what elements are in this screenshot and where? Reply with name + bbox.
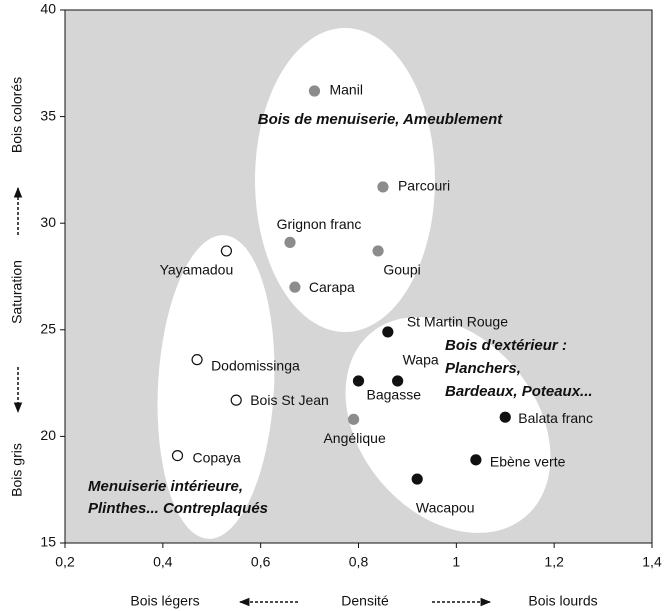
point-label: Bois St Jean [250,392,329,408]
x-axis-left: Bois légers [130,593,199,609]
y-tick-label: 25 [40,321,56,337]
annotation: Planchers, [445,360,521,377]
point [352,375,365,387]
annotation: Bois de menuiserie, Ameublement [258,111,504,128]
x-tick-label: 0,4 [153,554,173,570]
point-label: Copaya [193,449,241,465]
point [220,245,233,257]
annotation: Plinthes... Contreplaqués [88,500,268,517]
point-label: Grignon franc [277,216,362,232]
point-label: Parcouri [398,178,450,194]
point [470,454,482,466]
point [171,449,184,462]
annotation: Menuiserie intérieure, [88,478,243,495]
y-axis-top: Bois colorés [9,77,25,153]
y-axis-label: Saturation [9,260,25,324]
group-ellipse [345,317,551,533]
point-label: Angélique [323,430,385,446]
point [191,354,203,366]
y-axis-bottom: Bois gris [9,443,25,497]
point [308,85,321,97]
y-tick-label: 30 [40,214,56,230]
y-tick-label: 40 [40,1,56,17]
point-label: Carapa [309,279,355,295]
point [411,473,423,485]
group-ellipse [255,28,435,332]
point-label: Bagasse [367,387,422,403]
annotation: Bois d'extérieur : [445,337,567,354]
x-tick-label: 0,8 [349,554,369,570]
x-tick-label: 0,2 [55,554,75,570]
x-tick-label: 1,2 [544,554,564,570]
point [372,245,384,257]
point-label: Ebène verte [490,454,566,470]
annotation: Bardeaux, Poteaux... [445,383,593,400]
point [499,411,511,423]
x-tick-label: 1,4 [642,554,662,570]
point-label: Wacapou [416,500,475,516]
x-tick-label: 0,6 [251,554,271,570]
point-label: Balata franc [518,410,593,426]
point [392,375,404,387]
point-label: Yayamadou [160,262,234,278]
point [230,394,242,406]
point-label: Dodomissinga [211,357,300,373]
point-label: St Martin Rouge [407,314,508,330]
point [289,281,301,293]
point-label: Wapa [403,352,439,368]
y-tick-label: 35 [40,107,56,123]
point [377,181,389,193]
x-axis-right: Bois lourds [528,593,597,609]
point-label: Manil [329,82,362,98]
group-ellipse [157,235,275,539]
y-tick-label: 20 [40,427,56,443]
x-tick-label: 1 [452,554,460,570]
point [348,413,360,425]
y-tick-label: 15 [40,534,56,550]
point [382,326,394,338]
point [284,236,296,248]
point-label: Goupi [383,262,420,278]
x-axis-label: Densité [341,593,389,609]
